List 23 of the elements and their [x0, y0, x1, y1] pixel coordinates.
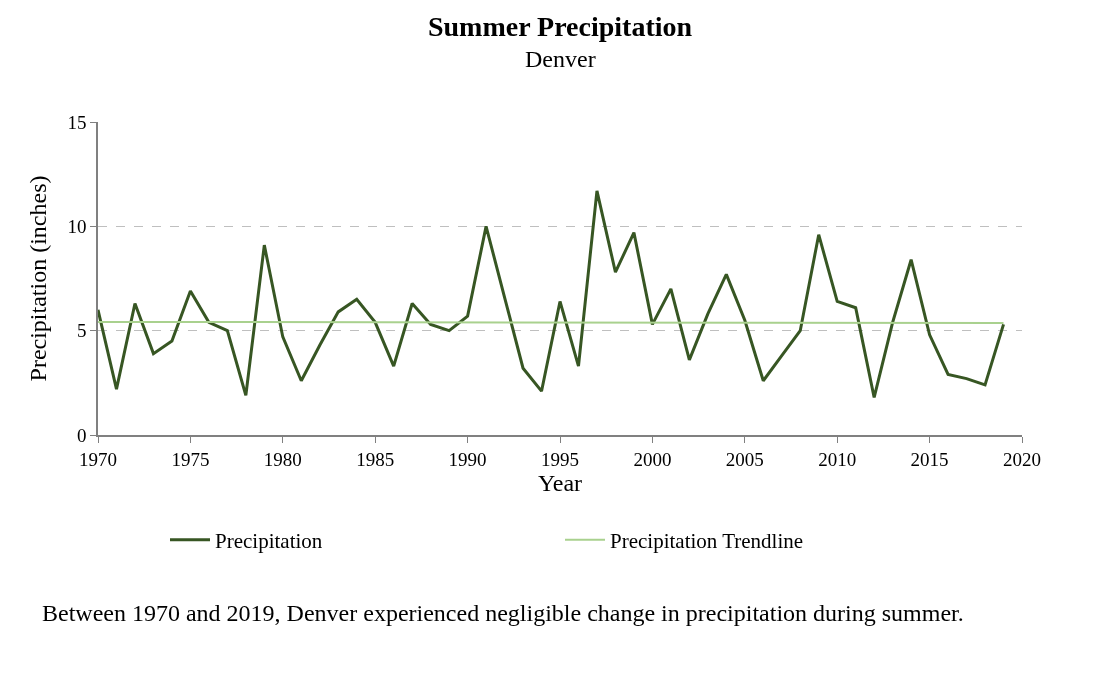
- x-tick-label: 2020: [1003, 448, 1041, 470]
- x-tick-label: 1990: [448, 448, 487, 470]
- y-tick-label: 10: [67, 215, 87, 237]
- legend-label: Precipitation: [215, 528, 323, 553]
- x-tick-label: 1985: [356, 448, 395, 470]
- chart-title: Summer Precipitation: [427, 11, 693, 43]
- x-tick-label: 2015: [910, 448, 949, 470]
- y-tick-label: 0: [76, 424, 87, 446]
- x-tick-label: 1970: [79, 448, 117, 470]
- x-tick-label: 1995: [541, 448, 579, 470]
- x-tick-label: 1975: [171, 448, 210, 470]
- x-tick-label: 1980: [263, 448, 302, 470]
- y-tick-label: 5: [76, 320, 87, 342]
- x-tick-label: 2010: [818, 448, 857, 470]
- x-tick-label: 2005: [725, 448, 764, 470]
- legend-label: Precipitation Trendline: [610, 528, 804, 553]
- chart-subtitle: Denver: [525, 46, 596, 72]
- x-axis-title: Year: [537, 469, 583, 496]
- y-axis-title: Precipitation (inches): [25, 175, 52, 382]
- y-tick-label: 15: [67, 111, 87, 133]
- x-tick-label: 2000: [633, 448, 672, 470]
- text: Between 1970 and 2019, Denver experienced negligible change in precipitation during summer.: [42, 600, 964, 626]
- line-series: [98, 189, 1006, 399]
